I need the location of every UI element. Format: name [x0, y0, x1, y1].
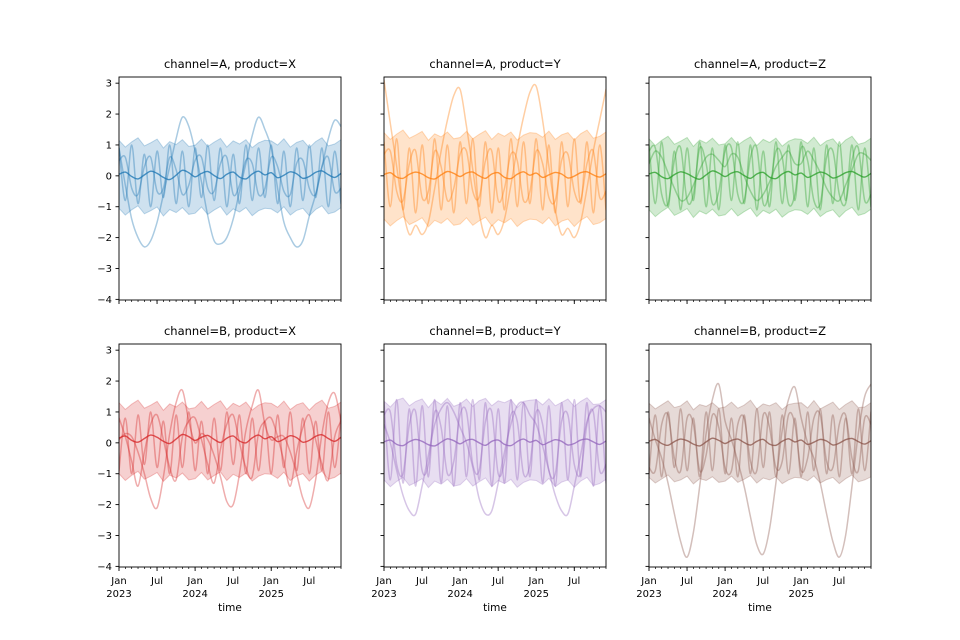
- y-tick-label: −4: [97, 562, 112, 573]
- series-seasonal-line: [649, 150, 871, 202]
- series-seasonal-line: [649, 382, 871, 558]
- y-tick-label: −1: [97, 202, 112, 213]
- subplot-channel-a-x: 3 2 1 0 −1 −2 −3 −4 channel=A, product=X: [97, 57, 342, 306]
- series-osc2-line: [119, 413, 341, 487]
- series-seasonal-line: [384, 79, 606, 239]
- series-osc2-line: [649, 143, 871, 209]
- y-tick-label: 2: [106, 377, 112, 388]
- uncertainty-band: [119, 399, 341, 483]
- series-osc1-line: [384, 138, 606, 214]
- subplot-channel-a-z: channel=A, product=Z: [645, 57, 872, 304]
- plot-area: [384, 397, 606, 517]
- subplot-title: channel=A, product=Z: [694, 57, 826, 71]
- x-tick-label: Jul: [226, 576, 239, 587]
- x-tick-label: Jul: [415, 576, 428, 587]
- x-tick-label: Jan 2025: [524, 576, 549, 600]
- x-tick-label: Jan 2025: [789, 576, 814, 600]
- x-axis-label: time: [748, 602, 772, 614]
- x-tick-label: Jan 2024: [712, 576, 737, 600]
- y-tick-label: −3: [97, 531, 112, 542]
- series-osc2-line: [119, 154, 341, 198]
- series-seasonal-line: [119, 116, 341, 248]
- x-tick-label: Jan 2023: [371, 576, 396, 600]
- y-tick-label: 1: [106, 407, 112, 418]
- x-axis-label: time: [218, 602, 242, 614]
- subplot-title: channel=B, product=Y: [429, 324, 561, 338]
- plot-area: [384, 79, 606, 239]
- uncertainty-band: [649, 399, 871, 485]
- x-tick-label: Jan 2024: [182, 576, 207, 600]
- y-tick-label: −3: [97, 264, 112, 275]
- plot-area: [649, 382, 871, 558]
- x-tick-label: Jan 2025: [259, 576, 284, 600]
- plot-area: [119, 116, 341, 248]
- plot-area: [649, 135, 871, 219]
- axes-spines: [383, 343, 607, 568]
- x-tick-label: Jul: [150, 576, 163, 587]
- y-tick-label: 0: [106, 438, 112, 449]
- subplot-channel-b-z: Jan 2023 Jul Jan 2024 Jul Jan 2025 Jul channel=B,…: [636, 324, 872, 614]
- series-mean-line: [384, 170, 606, 180]
- y-tick-label: −2: [97, 233, 112, 244]
- uncertainty-band: [384, 129, 606, 228]
- x-tick-label: Jul: [302, 576, 315, 587]
- x-tick-label: Jan 2023: [106, 576, 131, 600]
- series-osc2-line: [384, 147, 606, 205]
- y-tick-label: −2: [97, 500, 112, 511]
- axes-spines: [118, 343, 342, 568]
- y-tick-label: 3: [106, 346, 112, 357]
- y-tick-label: 3: [106, 79, 112, 90]
- series-seasonal-line: [384, 401, 606, 517]
- series-osc2-line: [384, 406, 606, 480]
- uncertainty-band: [649, 135, 871, 219]
- series-osc1-line: [649, 141, 871, 211]
- subplot-title: channel=B, product=X: [164, 324, 296, 338]
- y-tick-label: 2: [106, 110, 112, 121]
- subplot-channel-b-y: Jan 2023 Jul Jan 2024 Jul Jan 2025 Jul channel=B,…: [371, 324, 607, 614]
- y-tick-label: 1: [106, 140, 112, 151]
- subplot-title: channel=B, product=Z: [694, 324, 826, 338]
- subplot-channel-b-x: 3 2 1 0 −1 −2 −3 −4 Jan 2023 Jul Jan 2024 Jul Jan 2025 J…: [97, 324, 342, 614]
- x-tick-label: Jul: [756, 576, 769, 587]
- series-seasonal-line: [119, 388, 341, 510]
- series-osc1-line: [119, 144, 341, 208]
- x-axis-label: time: [483, 602, 507, 614]
- axes-spines: [383, 76, 607, 301]
- series-mean-line: [649, 437, 871, 447]
- series-mean-line: [119, 433, 341, 445]
- axes-spines: [118, 76, 342, 301]
- subplot-title: channel=A, product=Y: [429, 57, 561, 71]
- x-tick-label: Jul: [491, 576, 504, 587]
- y-tick-label: −4: [97, 295, 112, 306]
- y-tick-label: 0: [106, 171, 112, 182]
- x-tick-label: Jul: [680, 576, 693, 587]
- uncertainty-band: [384, 397, 606, 489]
- x-tick-label: Jan 2023: [636, 576, 661, 600]
- plot-area: [119, 388, 341, 510]
- series-mean-line: [649, 170, 871, 180]
- uncertainty-band: [119, 137, 341, 217]
- series-mean-line: [119, 169, 341, 181]
- series-osc1-line: [119, 411, 341, 475]
- x-tick-label: Jul: [567, 576, 580, 587]
- series-osc1-line: [384, 398, 606, 487]
- subplot-title: channel=A, product=X: [164, 57, 296, 71]
- series-mean-line: [384, 438, 606, 447]
- x-tick-label: Jul: [832, 576, 845, 587]
- series-osc1-line: [649, 408, 871, 478]
- axes-spines: [648, 76, 872, 301]
- axes-spines: [648, 343, 872, 568]
- series-osc2-line: [649, 410, 871, 476]
- y-tick-label: −1: [97, 469, 112, 480]
- subplot-channel-a-y: channel=A, product=Y: [380, 57, 607, 304]
- x-tick-label: Jan 2024: [447, 576, 472, 600]
